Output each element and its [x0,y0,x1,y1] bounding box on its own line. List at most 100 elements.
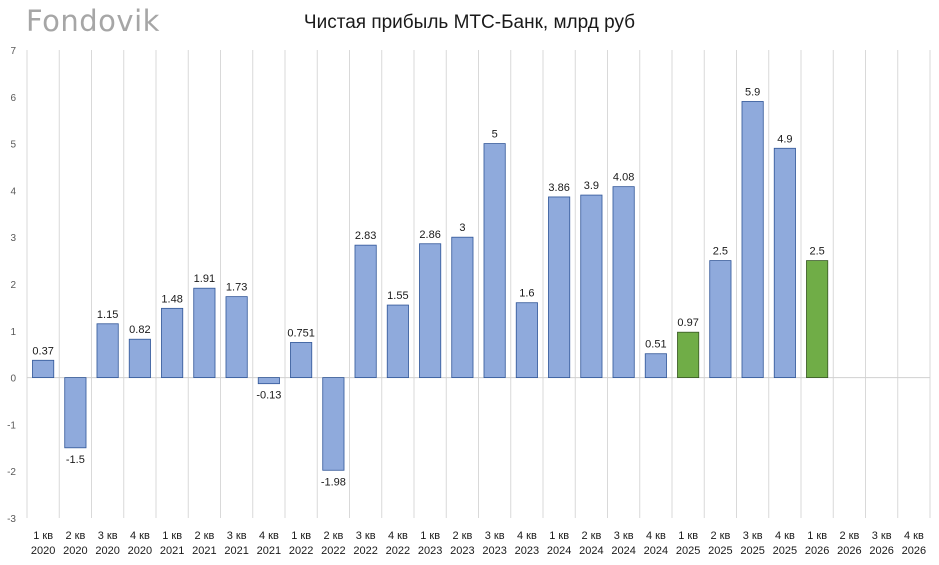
bar [322,377,345,471]
x-tick-year: 2022 [289,545,313,557]
y-tick-label: 2 [10,280,16,291]
x-tick-quarter: 3 кв [98,530,118,542]
y-axis-ticks: -3 -2 -1 0 1 2 3 4 5 6 7 [7,46,16,525]
data-label: 0.82 [129,324,150,336]
x-tick-quarter: 3 кв [356,530,376,542]
data-label: 1.6 [519,288,534,300]
x-tick-quarter: 3 кв [743,530,763,542]
x-tick-year: 2020 [128,545,152,557]
bar [290,342,313,378]
x-tick-year: 2026 [805,545,829,557]
data-label: 0.37 [32,345,53,357]
data-label: -0.13 [256,390,281,402]
x-tick-year: 2021 [160,545,184,557]
data-label: 3.86 [548,182,569,194]
x-tick-year: 2022 [386,545,410,557]
bar [354,244,377,379]
x-tick-year: 2023 [418,545,442,557]
y-tick-label: 3 [10,233,16,244]
data-label: 2.5 [809,246,824,258]
bar [225,296,248,378]
bar [32,359,55,378]
x-tick-quarter: 4 кв [388,530,408,542]
chart-title: Чистая прибыль МТС-Банк, млрд руб [303,12,636,33]
x-tick-quarter: 3 кв [485,530,505,542]
bar [773,147,796,379]
data-label: 4.08 [613,172,634,184]
data-label: 0.751 [287,327,315,339]
bar [161,307,184,378]
grid-layer [26,50,931,518]
bar [612,186,635,379]
x-tick-quarter: 1 кв [291,530,311,542]
bar [386,304,409,378]
x-tick-quarter: 2 кв [839,530,859,542]
x-tick-quarter: 1 кв [549,530,569,542]
x-tick-year: 2022 [353,545,377,557]
x-tick-year: 2024 [611,545,635,557]
x-axis-ticks: 1 кв 2020 2 кв 2020 3 кв 2020 4 кв 2020 1 кв 2021… [31,530,926,557]
x-tick-year: 2023 [482,545,506,557]
x-tick-quarter: 1 кв [807,530,827,542]
x-tick-year: 2025 [676,545,700,557]
data-label: 4.9 [777,133,792,145]
y-tick-label: 1 [10,327,16,338]
x-tick-year: 2025 [708,545,732,557]
x-tick-year: 2023 [450,545,474,557]
x-tick-year: 2024 [579,545,603,557]
x-tick-quarter: 2 кв [323,530,343,542]
bar [257,377,280,385]
x-tick-year: 2020 [95,545,119,557]
data-label: 1.55 [387,290,408,302]
data-labels: 0.37 -1.5 1.15 0.82 1.48 1.91 1.73 -0.13 0.751 -1… [32,86,824,488]
x-tick-year: 2026 [869,545,893,557]
data-label: 3 [459,222,465,234]
bar [483,143,506,379]
x-tick-year: 2023 [515,545,539,557]
bar [806,260,829,379]
x-tick-quarter: 3 кв [227,530,247,542]
x-tick-year: 2025 [740,545,764,557]
x-tick-quarter: 4 кв [904,530,924,542]
x-tick-quarter: 4 кв [259,530,279,542]
data-label: 2.5 [713,246,728,258]
data-label: 1.15 [97,309,118,321]
y-tick-label: 0 [10,374,16,385]
x-tick-quarter: 1 кв [162,530,182,542]
data-label: -1.98 [321,476,346,488]
x-tick-quarter: 4 кв [130,530,150,542]
data-label: 2.83 [355,230,376,242]
bar [64,377,87,449]
data-label: 1.91 [194,273,215,285]
x-tick-year: 2021 [192,545,216,557]
data-label: 3.9 [584,180,599,192]
bar [193,287,216,379]
x-tick-quarter: 2 кв [581,530,601,542]
x-tick-year: 2024 [644,545,668,557]
x-tick-year: 2020 [31,545,55,557]
x-tick-quarter: 1 кв [420,530,440,542]
y-tick-label: -3 [7,514,16,525]
bar [515,302,538,378]
x-tick-year: 2020 [63,545,87,557]
data-label: 5.9 [745,86,760,98]
watermark: Fondovik [26,4,160,38]
bar [580,194,603,379]
x-tick-quarter: 3 кв [614,530,634,542]
y-tick-label: -2 [7,467,16,478]
bar [128,338,151,378]
bars [32,101,829,471]
x-tick-year: 2024 [547,545,571,557]
bar [709,260,732,379]
data-label: 0.51 [645,339,666,351]
x-tick-year: 2021 [224,545,248,557]
x-tick-quarter: 2 кв [452,530,472,542]
data-label: 5 [492,129,498,141]
x-tick-quarter: 4 кв [517,530,537,542]
x-tick-year: 2021 [257,545,281,557]
x-tick-year: 2022 [321,545,345,557]
x-tick-quarter: 2 кв [710,530,730,542]
y-tick-label: 6 [10,93,16,104]
x-tick-quarter: 2 кв [194,530,214,542]
